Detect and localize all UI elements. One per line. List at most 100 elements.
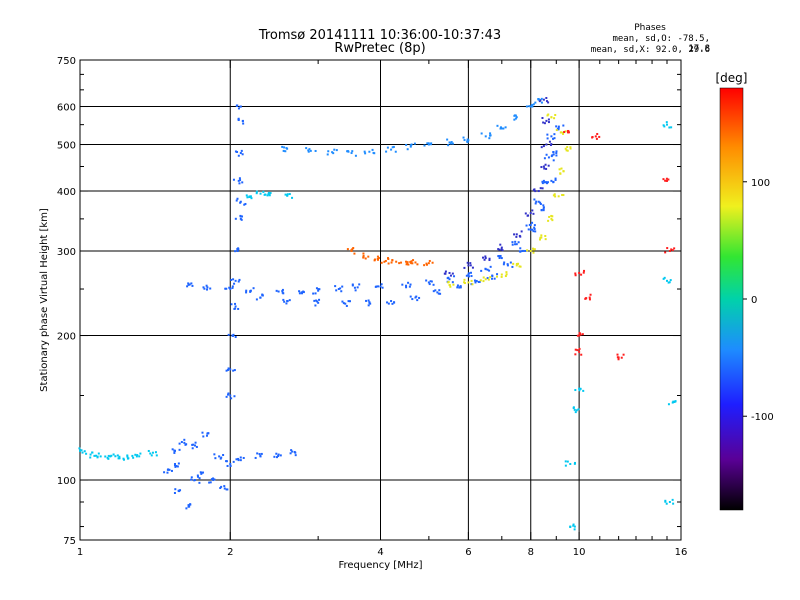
data-point	[314, 292, 317, 295]
data-point	[432, 283, 435, 286]
data-point	[175, 464, 178, 467]
data-point	[198, 481, 201, 484]
data-point	[327, 150, 330, 153]
data-point	[347, 300, 350, 303]
data-point	[451, 142, 454, 145]
data-point	[358, 283, 361, 286]
data-point	[552, 194, 555, 197]
data-point	[405, 263, 408, 266]
data-point	[578, 387, 581, 390]
data-point	[259, 296, 262, 299]
data-point	[230, 303, 233, 306]
data-point	[665, 121, 668, 124]
data-point	[219, 457, 222, 460]
data-point	[569, 526, 572, 529]
data-point	[428, 283, 431, 286]
data-point	[418, 296, 421, 299]
data-point	[186, 285, 189, 288]
data-point	[533, 226, 536, 229]
data-point	[477, 280, 480, 283]
data-point	[546, 182, 549, 185]
data-point	[337, 288, 340, 291]
data-point	[449, 285, 452, 288]
data-point	[93, 454, 96, 457]
data-point	[427, 281, 430, 284]
data-point	[578, 332, 581, 335]
data-point	[425, 263, 428, 266]
data-point	[250, 197, 253, 200]
data-point	[470, 279, 473, 282]
data-point	[498, 248, 501, 251]
data-point	[513, 118, 516, 121]
data-point	[179, 489, 182, 492]
data-point	[469, 271, 472, 274]
data-point	[500, 127, 503, 130]
data-point	[302, 291, 305, 294]
data-point	[193, 479, 196, 482]
data-point	[277, 453, 280, 456]
y-tick-label: 300	[57, 247, 76, 258]
data-point	[452, 283, 455, 286]
data-point	[335, 289, 338, 292]
data-point	[229, 288, 232, 291]
data-point	[574, 274, 577, 277]
data-point	[281, 291, 284, 294]
data-point	[531, 209, 534, 212]
data-point	[514, 240, 517, 243]
data-point	[194, 441, 197, 444]
data-point	[189, 503, 192, 506]
data-point	[668, 281, 671, 284]
data-point	[202, 471, 205, 474]
data-point	[542, 204, 545, 207]
data-point	[231, 285, 234, 288]
data-point	[519, 247, 522, 250]
data-point	[542, 209, 545, 212]
data-point	[106, 456, 109, 459]
data-point	[237, 459, 240, 462]
data-point	[206, 286, 209, 289]
data-point	[617, 358, 620, 361]
data-point	[557, 125, 560, 128]
data-point	[515, 243, 518, 246]
data-point	[415, 295, 418, 298]
data-point	[569, 462, 572, 465]
data-point	[387, 257, 390, 260]
data-point	[463, 278, 466, 281]
data-point	[256, 452, 259, 455]
data-point	[437, 292, 440, 295]
data-point	[573, 528, 576, 531]
data-point	[232, 460, 235, 463]
data-point	[401, 283, 404, 286]
data-point	[448, 278, 451, 281]
data-point	[381, 286, 384, 289]
data-point	[547, 219, 550, 222]
data-point	[284, 150, 287, 153]
data-point	[532, 103, 535, 106]
data-point	[365, 299, 368, 302]
data-point	[666, 279, 669, 282]
data-point	[132, 456, 135, 459]
data-point	[236, 250, 239, 253]
data-point	[416, 299, 419, 302]
data-point	[525, 224, 528, 227]
data-point	[484, 257, 487, 260]
data-point	[240, 218, 243, 221]
data-point	[89, 456, 92, 459]
data-point	[234, 305, 237, 308]
data-point	[91, 451, 94, 454]
data-point	[225, 488, 228, 491]
x-tick-label: 8	[528, 547, 534, 558]
data-point	[663, 276, 666, 279]
data-point	[234, 150, 237, 153]
data-point	[200, 471, 203, 474]
data-point	[390, 261, 393, 264]
data-point	[85, 452, 88, 455]
data-point	[542, 207, 545, 210]
data-point	[277, 454, 280, 457]
data-point	[149, 452, 152, 455]
data-point	[239, 200, 242, 203]
data-point	[509, 261, 512, 264]
data-point	[377, 285, 380, 288]
data-point	[572, 523, 575, 526]
data-point	[410, 262, 413, 265]
